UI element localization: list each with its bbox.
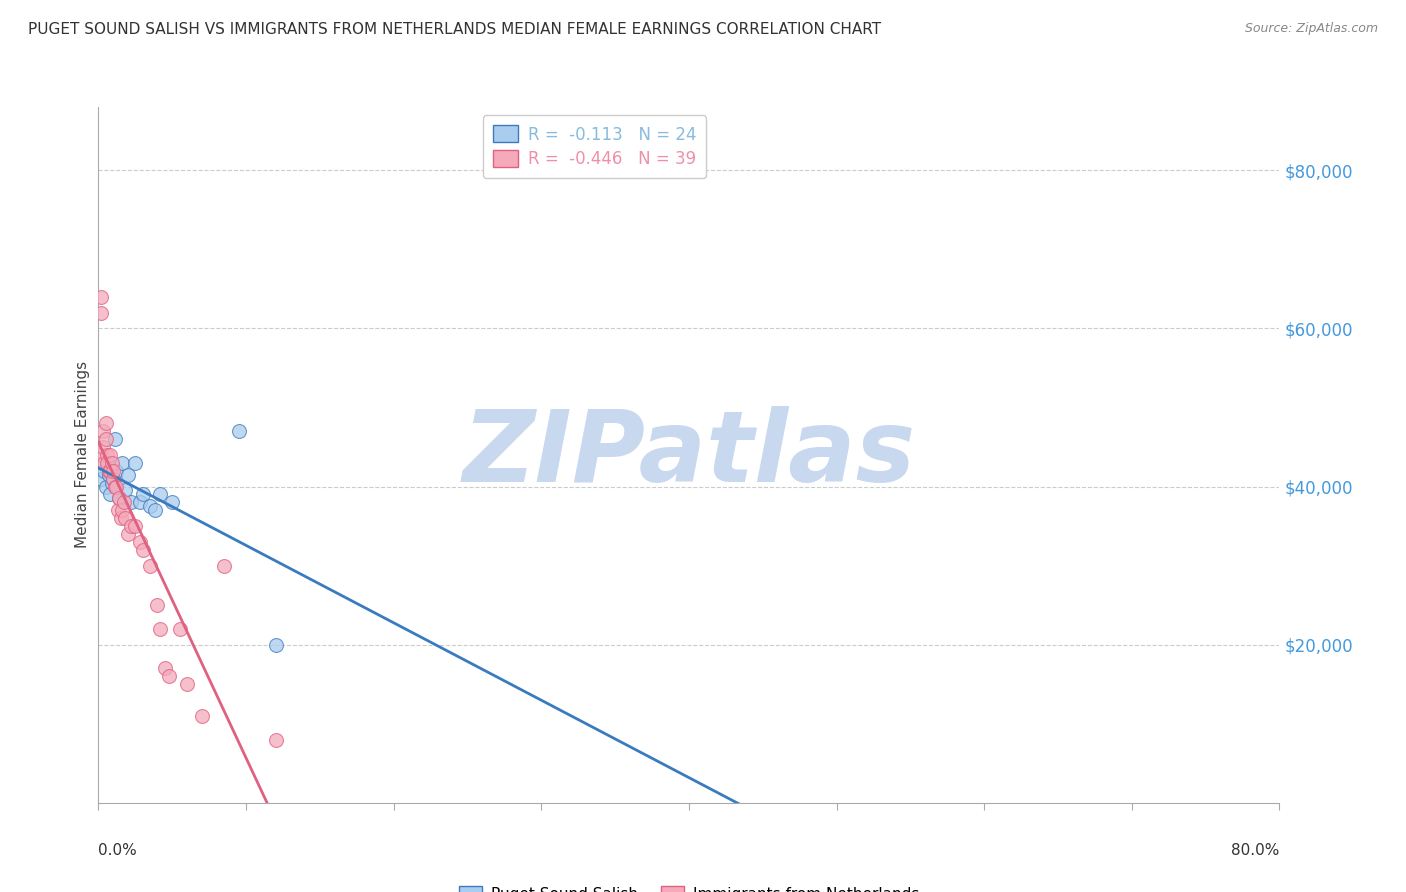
Point: [96, 456, 118, 470]
Point: [114, 483, 136, 498]
Point: [90, 472, 112, 486]
Point: [93, 464, 115, 478]
Point: [108, 491, 131, 506]
Text: Source: ZipAtlas.com: Source: ZipAtlas.com: [1244, 22, 1378, 36]
Point: [132, 487, 155, 501]
Point: [132, 542, 155, 557]
Point: [98, 487, 121, 501]
Point: [117, 527, 139, 541]
Text: 0.0%: 0.0%: [98, 843, 138, 858]
Point: [90, 305, 112, 319]
Text: ZIPatlas: ZIPatlas: [463, 407, 915, 503]
Point: [96, 456, 118, 470]
Point: [97, 467, 120, 482]
Point: [124, 456, 146, 470]
Point: [110, 511, 132, 525]
Point: [111, 456, 134, 470]
Point: [162, 495, 183, 509]
Point: [149, 622, 172, 636]
Y-axis label: Median Female Earnings: Median Female Earnings: [75, 361, 90, 549]
Point: [98, 448, 121, 462]
Point: [103, 472, 125, 486]
Point: [90, 290, 112, 304]
Point: [103, 472, 125, 486]
Point: [104, 432, 127, 446]
Point: [94, 417, 117, 431]
Point: [228, 424, 250, 438]
Text: PUGET SOUND SALISH VS IMMIGRANTS FROM NETHERLANDS MEDIAN FEMALE EARNINGS CORRELA: PUGET SOUND SALISH VS IMMIGRANTS FROM NE…: [28, 22, 882, 37]
Point: [146, 598, 169, 612]
Point: [108, 491, 131, 506]
Point: [128, 535, 150, 549]
Point: [94, 479, 117, 493]
Point: [112, 495, 135, 509]
Point: [143, 503, 166, 517]
Point: [169, 622, 191, 636]
Point: [157, 669, 180, 683]
Point: [91, 440, 114, 454]
Point: [105, 479, 128, 493]
Point: [212, 558, 235, 573]
Point: [120, 495, 142, 509]
Point: [107, 503, 129, 517]
Point: [105, 464, 128, 478]
Text: 80.0%: 80.0%: [1232, 843, 1279, 858]
Point: [104, 479, 127, 493]
Point: [96, 448, 118, 462]
Point: [149, 487, 172, 501]
Point: [176, 677, 198, 691]
Point: [89, 448, 111, 462]
Point: [93, 456, 115, 470]
Point: [94, 432, 117, 446]
Point: [100, 456, 122, 470]
Point: [264, 732, 287, 747]
Point: [139, 558, 162, 573]
Point: [103, 464, 125, 478]
Point: [111, 503, 134, 517]
Point: [264, 638, 287, 652]
Point: [100, 475, 122, 490]
Point: [139, 500, 162, 514]
Point: [117, 467, 139, 482]
Point: [97, 464, 120, 478]
Point: [128, 495, 150, 509]
Point: [98, 464, 121, 478]
Point: [153, 661, 176, 675]
Legend: Puget Sound Salish, Immigrants from Netherlands: Puget Sound Salish, Immigrants from Neth…: [453, 880, 925, 892]
Point: [120, 519, 142, 533]
Point: [91, 424, 114, 438]
Point: [124, 519, 146, 533]
Point: [114, 511, 136, 525]
Point: [191, 708, 214, 723]
